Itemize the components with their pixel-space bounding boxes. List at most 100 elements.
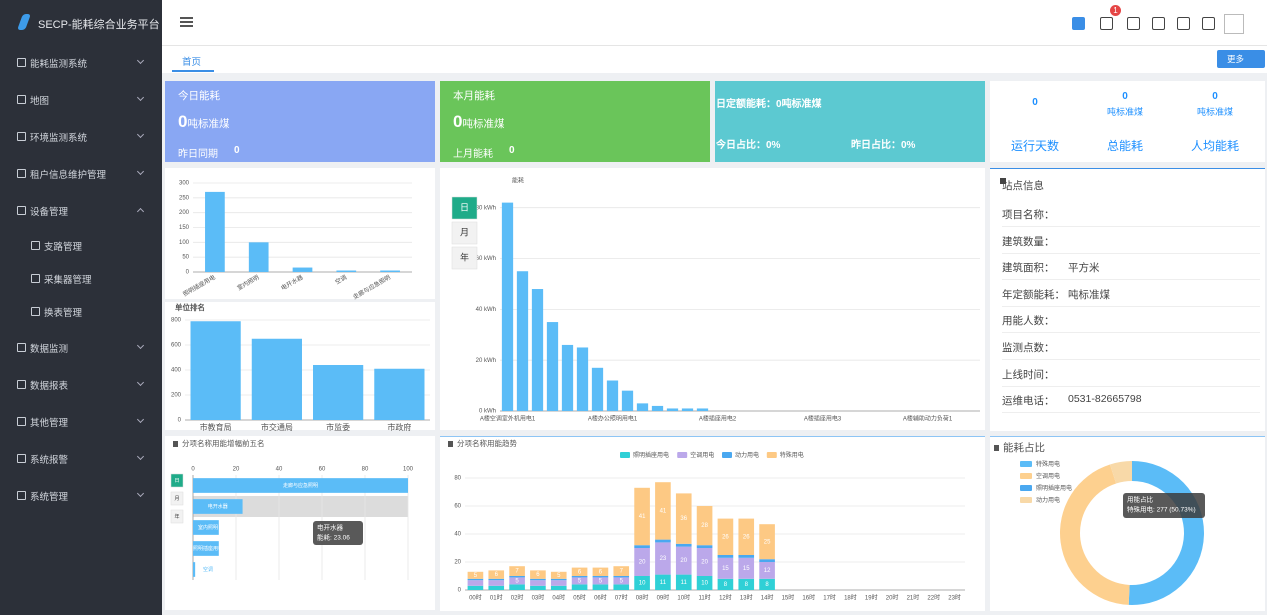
toolbar-icon[interactable]	[1100, 17, 1113, 30]
menu-item[interactable]: 数据监测	[30, 344, 69, 355]
more-button[interactable]: 更多	[1217, 50, 1265, 68]
bar-segment	[488, 570, 505, 579]
toolbar-icon[interactable]	[1072, 17, 1085, 30]
x-tick-label: 02时	[511, 594, 524, 602]
x-tick-label: 05时	[573, 594, 586, 602]
bar-segment	[696, 576, 713, 590]
info-row: 运维电话： 0531-82665798	[1002, 386, 1260, 414]
tab-indicator	[172, 70, 214, 72]
menu-icon	[17, 417, 26, 426]
period-button[interactable]: 月	[170, 491, 184, 506]
card-value: 0吨标准煤	[178, 112, 229, 132]
submenu-item[interactable]: 换表管理	[44, 308, 83, 319]
x-tick-label: 20	[233, 467, 240, 473]
stat-label: 运行天数	[1010, 139, 1059, 153]
menu-toggle[interactable]	[180, 17, 193, 19]
avatar[interactable]	[1224, 14, 1244, 34]
bar-segment	[488, 578, 505, 581]
legend-label: 照明插座用电	[1036, 484, 1072, 492]
bar	[501, 202, 514, 411]
period-button[interactable]: 日	[451, 196, 478, 220]
submenu-item[interactable]: 采集器管理	[44, 275, 92, 286]
bar-segment	[717, 555, 734, 558]
menu-item[interactable]: 其他管理	[30, 418, 69, 429]
panel-title: 站点信息	[1002, 180, 1044, 192]
stat-label: 人均能耗	[1190, 139, 1239, 153]
compare-label: 上月能耗	[453, 149, 493, 160]
bar	[205, 191, 225, 272]
label: 今日占比：	[716, 140, 766, 151]
bar-segment	[467, 585, 484, 590]
tooltip-bg	[313, 521, 363, 545]
bar-value-label: 41	[639, 514, 646, 520]
quota-card: 日定额能耗：0吨标准煤 今日占比：0% 昨日占比：0%	[715, 81, 985, 162]
period-button[interactable]: 日	[170, 473, 184, 488]
menu-item[interactable]: 设备管理	[30, 207, 69, 218]
button-bg	[170, 491, 184, 506]
info-row: 监测点数：	[1002, 333, 1260, 360]
toolbar-icon[interactable]	[1202, 17, 1215, 30]
bar-segment	[759, 578, 775, 590]
bar-segment	[634, 545, 650, 548]
x-tick-label: 60	[319, 467, 326, 473]
stat-value: 0	[1122, 91, 1128, 102]
menu-toggle-line	[180, 21, 193, 23]
legend-label: 特殊用电	[780, 451, 804, 459]
x-tick-label: 09时	[657, 594, 670, 602]
bar-value-label: 7	[620, 569, 624, 575]
menu-item[interactable]: 租户信息维护管理	[30, 170, 107, 181]
legend-label: 动力用电	[1036, 496, 1060, 504]
bar-segment	[613, 576, 630, 578]
x-tick-label: 0	[191, 467, 195, 473]
title-icon	[173, 441, 178, 447]
menu-icon	[17, 206, 26, 215]
y-tick-label: 80	[454, 476, 461, 482]
bar-segment	[509, 566, 525, 576]
period-button[interactable]: 年	[170, 509, 184, 524]
tab[interactable]: 首页	[182, 57, 202, 68]
info-label: 建筑数量：	[1002, 235, 1055, 248]
menu-item[interactable]: 地图	[30, 96, 50, 107]
toolbar-icon[interactable]	[1152, 17, 1165, 30]
menu-item[interactable]: 能耗监测系统	[30, 59, 88, 70]
bar-value-label: 41	[660, 508, 667, 514]
bar-segment	[592, 567, 609, 576]
period-button[interactable]: 年	[451, 246, 478, 270]
y-tick-label: 60 kWh	[476, 256, 496, 262]
tooltip-text: 特殊用电: 277 (50.73%)	[1127, 505, 1196, 514]
bar-segment	[509, 577, 525, 585]
info-label: 用能人数：	[1002, 315, 1055, 328]
y-tick-label: 80 kWh	[476, 205, 496, 211]
legend-swatch	[1020, 485, 1032, 491]
period-button[interactable]: 月	[451, 221, 478, 245]
bar-segment	[759, 524, 775, 560]
y-tick-label: 0	[178, 418, 182, 424]
menu-item[interactable]: 环境监测系统	[30, 133, 88, 144]
menu-icon	[31, 307, 40, 316]
bar-segment	[738, 555, 755, 558]
y-tick-label: 60	[454, 504, 461, 510]
bar-segment	[738, 518, 755, 555]
x-tick-label: 00时	[469, 594, 482, 602]
menu-item[interactable]: 系统报警	[30, 455, 69, 466]
bar-segment	[571, 567, 588, 576]
x-tick-label: 100	[403, 467, 414, 473]
x-tick-label: 17时	[823, 594, 836, 602]
bar-segment	[634, 487, 650, 546]
toolbar-icon[interactable]	[1177, 17, 1190, 30]
bar	[193, 478, 408, 493]
info-row: 建筑面积： 平方米	[1002, 253, 1260, 281]
menu-item[interactable]: 系统管理	[30, 492, 69, 503]
x-tick-label: 07时	[615, 594, 628, 602]
unit: 吨标准煤	[781, 99, 822, 110]
bar	[531, 289, 544, 411]
bar-segment	[550, 585, 567, 590]
bar-segment	[675, 543, 692, 547]
toolbar-icon[interactable]	[1127, 17, 1140, 30]
menu-item[interactable]: 数据报表	[30, 381, 69, 392]
bar	[292, 267, 313, 272]
submenu-item[interactable]: 支路管理	[44, 242, 83, 253]
menu-icon	[31, 274, 40, 283]
legend-label: 空调用电	[1036, 472, 1060, 480]
